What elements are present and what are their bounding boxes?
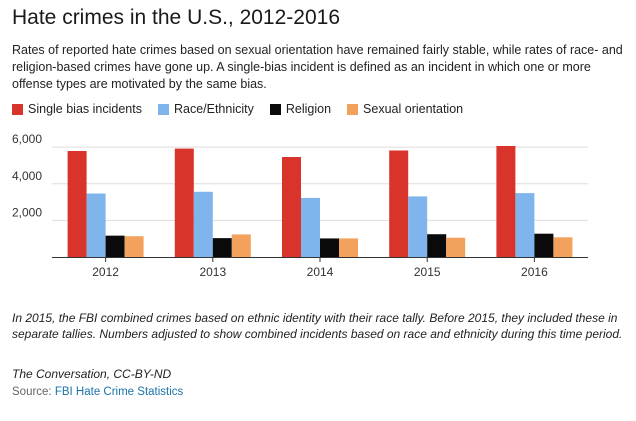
legend-swatch-sexual-orientation <box>347 103 359 115</box>
bar-2016-race-ethnicity <box>515 193 535 257</box>
bar-2013-race-ethnicity <box>193 191 213 257</box>
x-tick-label-2013: 2013 <box>199 265 226 279</box>
legend-label-sexual-orientation: Sexual orientation <box>363 102 464 116</box>
bar-2013-religion <box>212 238 232 257</box>
footnote: In 2015, the FBI combined crimes based o… <box>12 311 623 341</box>
y-tick-label-4000: 4,000 <box>12 169 42 183</box>
legend-item-single-bias: Single bias incidents <box>12 102 142 116</box>
bar-2015-race-ethnicity <box>408 196 428 257</box>
legend: Single bias incidents Race/Ethnicity Rel… <box>12 101 479 117</box>
bar-2012-single-bias-incidents <box>67 150 87 257</box>
bar-2016-single-bias-incidents <box>496 146 516 257</box>
bar-2015-religion <box>427 234 447 257</box>
bar-2014-single-bias-incidents <box>282 157 301 257</box>
source-line: Source: FBI Hate Crime Statistics <box>12 386 183 398</box>
source-link[interactable]: FBI Hate Crime Statistics <box>54 386 184 398</box>
legend-label-religion: Religion <box>285 102 332 116</box>
credit-line: The Conversation, CC-BY-ND <box>12 367 172 381</box>
y-tick-label-2000: 2,000 <box>12 205 42 219</box>
source-label: Source: <box>12 386 52 398</box>
bar-2014-sexual-orientation <box>339 238 358 257</box>
legend-item-sexual-orientation: Sexual orientation <box>347 102 463 116</box>
x-tick-label-2012: 2012 <box>92 265 119 279</box>
bar-2015-sexual-orientation <box>446 237 466 257</box>
bar-2014-religion <box>320 238 339 257</box>
bar-2013-sexual-orientation <box>231 234 251 257</box>
x-tick-label-2014: 2014 <box>307 265 334 279</box>
legend-label-race-ethnicity: Race/Ethnicity <box>173 102 254 116</box>
bar-2016-religion <box>534 233 554 257</box>
legend-item-religion: Religion <box>269 102 332 116</box>
bar-2012-sexual-orientation <box>124 236 144 257</box>
legend-swatch-single-bias <box>12 103 23 115</box>
legend-label-single-bias: Single bias incidents <box>28 102 142 116</box>
bar-2015-single-bias-incidents <box>389 150 409 257</box>
chart-title: Hate crimes in the U.S., 2012-2016 <box>12 6 341 29</box>
bar-chart: 2,000 4,000 6,000 2012 2013 2014 2015 2016 <box>12 132 588 279</box>
bar-2012-religion <box>105 235 125 257</box>
legend-swatch-religion <box>269 103 281 115</box>
x-tick-label-2016: 2016 <box>521 265 548 279</box>
chart-subtitle: Rates of reported hate crimes based on s… <box>12 43 623 91</box>
bar-2014-race-ethnicity <box>301 197 320 257</box>
x-tick-label-2015: 2015 <box>414 265 441 279</box>
bar-2012-race-ethnicity <box>86 193 106 257</box>
bar-2016-sexual-orientation <box>553 237 573 257</box>
bar-2013-single-bias-incidents <box>174 148 194 257</box>
legend-swatch-race-ethnicity <box>157 103 169 115</box>
y-tick-label-6000: 6,000 <box>12 132 42 146</box>
legend-item-race-ethnicity: Race/Ethnicity <box>157 102 254 116</box>
